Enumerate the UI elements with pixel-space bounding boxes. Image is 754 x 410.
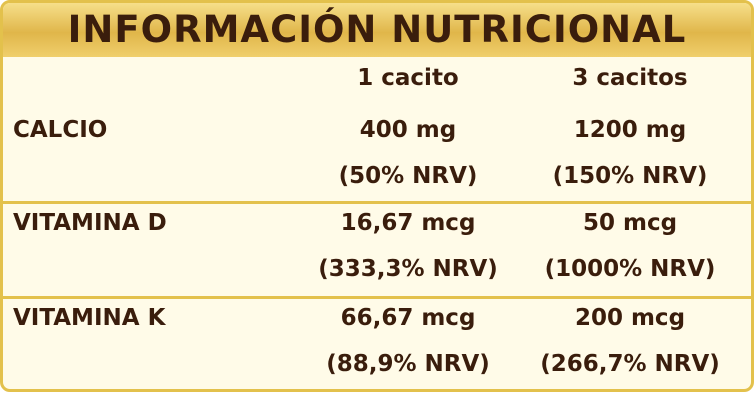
amount: 200 mcg bbox=[574, 305, 686, 331]
nrv: (88,9% NRV) bbox=[326, 351, 490, 377]
nrv: (1000% NRV) bbox=[544, 256, 716, 282]
row-separator bbox=[3, 201, 751, 204]
nrv: (50% NRV) bbox=[338, 163, 478, 189]
amount: 1200 mg bbox=[573, 117, 687, 143]
nutrition-panel: INFORMACIÓN NUTRICIONAL 1 cacito 3 cacito… bbox=[0, 0, 754, 392]
amount: 50 mcg bbox=[582, 210, 678, 236]
column-header: 3 cacitos bbox=[572, 65, 688, 91]
nrv: (266,7% NRV) bbox=[540, 351, 720, 377]
nrv: (333,3% NRV) bbox=[318, 256, 498, 282]
nrv: (150% NRV) bbox=[552, 163, 708, 189]
row-separator bbox=[3, 296, 751, 299]
amount: 16,67 mcg bbox=[340, 210, 476, 236]
row-label: VITAMINA K bbox=[13, 305, 166, 331]
row-label: CALCIO bbox=[13, 117, 108, 143]
title: INFORMACIÓN NUTRICIONAL bbox=[3, 3, 751, 57]
row-label: VITAMINA D bbox=[13, 210, 167, 236]
column-header: 1 cacito bbox=[357, 65, 459, 91]
amount: 400 mg bbox=[359, 117, 457, 143]
amount: 66,67 mcg bbox=[340, 305, 476, 331]
